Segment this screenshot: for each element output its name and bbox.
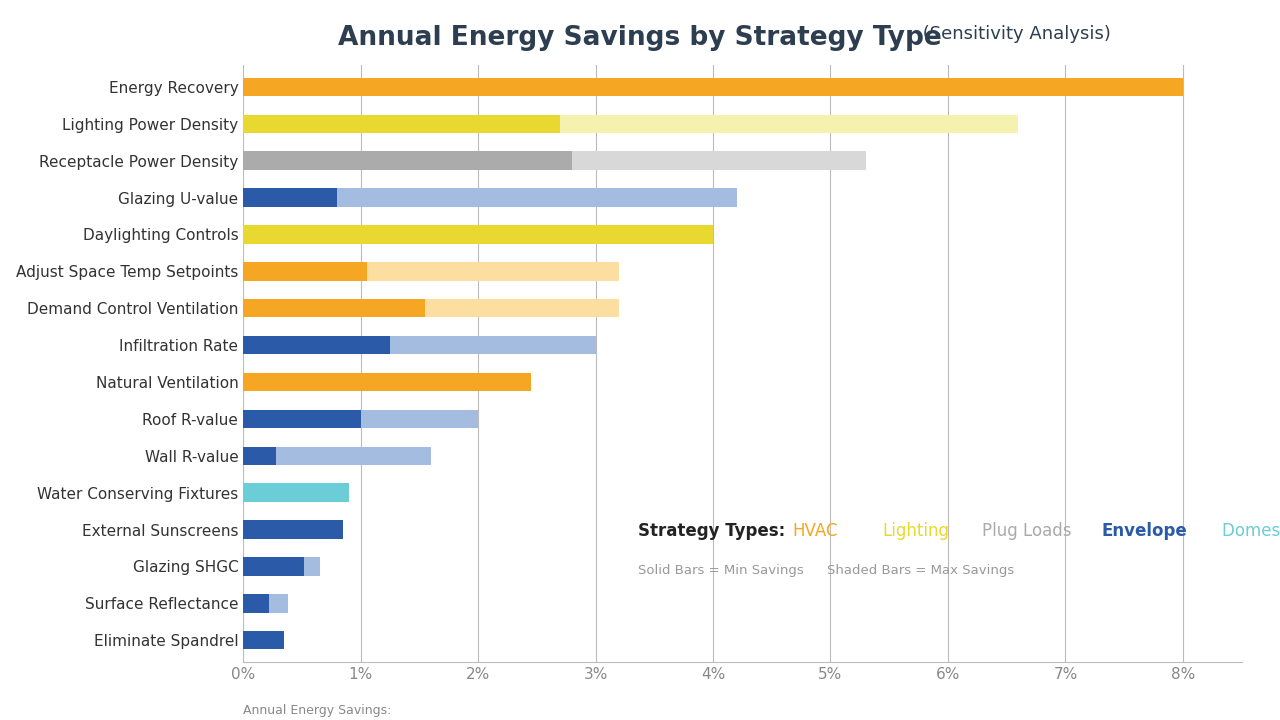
Bar — [243, 373, 531, 391]
Text: HVAC: HVAC — [792, 522, 838, 540]
Text: Plug Loads: Plug Loads — [982, 522, 1071, 540]
Bar — [243, 336, 390, 354]
Bar — [243, 410, 361, 428]
Text: Strategy Types:: Strategy Types: — [637, 522, 785, 540]
Bar — [243, 557, 320, 576]
Bar — [243, 262, 366, 281]
Text: Lighting: Lighting — [882, 522, 950, 540]
Bar — [243, 78, 1183, 96]
Bar — [243, 446, 431, 465]
Bar — [243, 410, 479, 428]
Bar — [243, 521, 343, 539]
Bar — [243, 114, 561, 133]
Bar — [243, 151, 572, 170]
Bar — [243, 446, 276, 465]
Bar — [243, 151, 865, 170]
Bar — [243, 225, 713, 243]
Bar — [243, 594, 288, 613]
Bar — [243, 484, 349, 502]
Bar — [243, 336, 595, 354]
Bar — [243, 189, 736, 207]
Bar — [243, 114, 1019, 133]
Text: Annual Energy Savings by Strategy Type: Annual Energy Savings by Strategy Type — [338, 25, 942, 51]
Bar — [243, 299, 425, 318]
Bar — [243, 189, 337, 207]
Text: (Sensitivity Analysis): (Sensitivity Analysis) — [918, 25, 1111, 43]
Text: Solid Bars = Min Savings: Solid Bars = Min Savings — [637, 564, 804, 577]
Bar — [243, 299, 620, 318]
Bar — [243, 594, 269, 613]
Text: Annual Energy Savings:: Annual Energy Savings: — [243, 704, 392, 717]
Text: Domestic HW: Domestic HW — [1221, 522, 1280, 540]
Text: Envelope: Envelope — [1102, 522, 1188, 540]
Bar — [243, 631, 284, 649]
Bar — [243, 262, 620, 281]
Bar — [243, 557, 305, 576]
Text: Shaded Bars = Max Savings: Shaded Bars = Max Savings — [827, 564, 1015, 577]
